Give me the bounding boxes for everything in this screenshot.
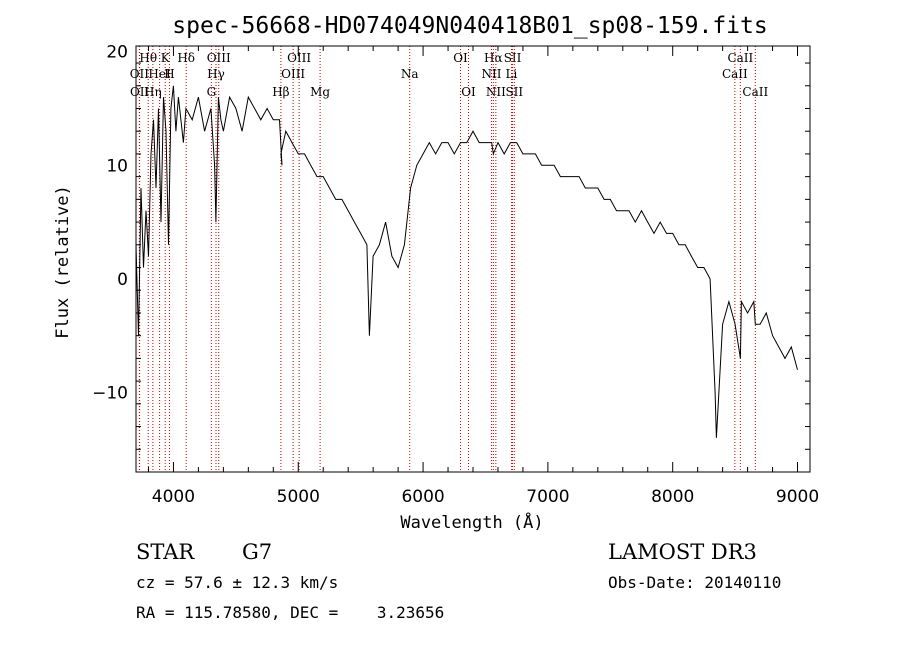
line-label-7: H — [164, 67, 174, 81]
x-tick-label-2: 6000 — [401, 487, 444, 507]
line-label-15: Na — [401, 67, 419, 81]
line-label-12: OIII — [281, 67, 305, 81]
line-label-10: Hγ — [207, 67, 225, 81]
y-tick-label-1: 0 — [117, 270, 128, 290]
spectrum-series — [135, 85, 798, 438]
y-tick-label-3: 20 — [106, 43, 128, 63]
line-label-13: Hβ — [272, 85, 289, 99]
line-label-9: OIII — [207, 51, 231, 65]
line-label-23: SII — [505, 85, 523, 99]
line-label-3: K — [161, 51, 171, 65]
line-label-5: Hη — [144, 85, 162, 99]
y-axis-label: Flux (relative) — [53, 185, 73, 339]
observation-date: Obs-Date: 20140110 — [608, 573, 781, 592]
y-tick-label-2: 10 — [106, 156, 128, 176]
line-label-21: SII — [504, 51, 522, 65]
redshift-velocity: cz = 57.6 ± 12.3 km/s — [136, 573, 338, 592]
line-label-0: Hθ — [139, 51, 157, 65]
line-label-24: CaII — [727, 51, 753, 65]
plot-frame — [135, 45, 811, 473]
object-class: STAR — [136, 540, 195, 564]
line-label-4: HeI — [148, 67, 171, 81]
object-subclass: G7 — [242, 540, 272, 564]
line-label-22: Li — [506, 67, 518, 81]
x-tick-label-1: 5000 — [277, 487, 320, 507]
line-label-26: CaII — [742, 85, 768, 99]
x-tick-label-5: 9000 — [776, 487, 819, 507]
x-tick-label-4: 8000 — [651, 487, 694, 507]
line-label-6: Hδ — [177, 51, 195, 65]
line-label-11: OIII — [287, 51, 311, 65]
line-label-14: Mg — [310, 85, 330, 99]
x-tick-label-3: 7000 — [526, 487, 569, 507]
x-tick-label-0: 4000 — [152, 487, 195, 507]
line-label-2: OII — [130, 85, 150, 99]
line-label-20: NII — [486, 85, 506, 99]
coordinates: RA = 115.78580, DEC = 3.23656 — [136, 603, 444, 622]
line-label-8: G — [207, 85, 217, 99]
y-axis-ticks: −10 0 10 20 — [92, 43, 810, 450]
spectrum-line — [135, 85, 798, 438]
x-axis-ticks: 4000 5000 6000 7000 8000 9000 — [147, 46, 819, 507]
line-label-19: NII — [481, 67, 501, 81]
chart-title: spec-56668-HD074049N040418B01_sp08-159.f… — [172, 13, 767, 39]
line-label-25: CaII — [722, 67, 748, 81]
y-tick-label-0: −10 — [92, 383, 128, 403]
survey-name: LAMOST DR3 — [608, 540, 757, 564]
line-label-18: Hα — [484, 51, 503, 65]
line-label-16: OI — [453, 51, 468, 65]
line-label-17: OI — [461, 85, 476, 99]
x-axis-label: Wavelength (Å) — [400, 511, 543, 533]
